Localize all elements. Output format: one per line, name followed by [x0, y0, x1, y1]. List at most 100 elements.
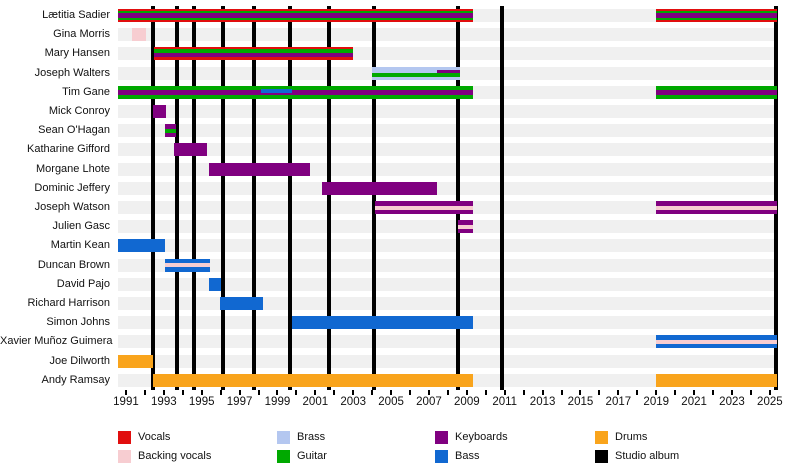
row-band	[118, 181, 778, 195]
legend-item-label: Studio album	[615, 450, 680, 462]
axis-tick	[314, 390, 317, 395]
axis-tick	[295, 390, 298, 395]
axis-tick	[446, 390, 449, 395]
member-label: Martin Kean	[50, 239, 110, 252]
row-band	[118, 105, 778, 118]
member-label: Joseph Watson	[34, 201, 110, 213]
timeline-bar	[118, 239, 165, 253]
timeline-bar	[656, 89, 778, 95]
timeline-bar	[321, 181, 438, 195]
axis-tick	[636, 390, 639, 395]
row-band	[118, 335, 778, 349]
timeline-bar	[436, 69, 461, 74]
row-band	[118, 143, 778, 157]
member-label: Tim Gane	[62, 85, 110, 98]
timeline-bar	[209, 162, 310, 176]
member-label: Duncan Brown	[37, 258, 110, 271]
timeline-bar	[131, 28, 146, 42]
axis-tick	[541, 390, 544, 395]
member-label: Joe Dilworth	[49, 354, 110, 367]
member-label: David Pajo	[56, 277, 110, 290]
axis-tick	[617, 390, 620, 395]
timeline-bar	[656, 205, 778, 210]
timeline-bar	[656, 13, 778, 18]
axis-tick	[730, 390, 733, 395]
axis-tick-label: 2013	[529, 396, 556, 408]
member-label: Joseph Walters	[34, 66, 110, 79]
row-band	[118, 297, 778, 310]
axis-tick-label: 2021	[681, 396, 707, 408]
studio-album-line	[192, 6, 197, 390]
axis-tick	[560, 390, 563, 395]
member-label: Mick Conroy	[48, 105, 110, 117]
drums-legend-swatch	[595, 431, 608, 444]
timeline-bar	[154, 53, 354, 58]
axis-tick	[238, 390, 241, 395]
row-band	[118, 239, 778, 253]
axis-tick	[522, 390, 525, 395]
studio-album-line	[221, 6, 226, 390]
axis-tick-label: 2001	[302, 396, 329, 408]
studio-album-line	[456, 6, 461, 390]
timeline-bar	[656, 373, 778, 387]
axis-tick-label: 2005	[378, 396, 404, 408]
x-axis: 1991 1993 1995 1997 1999 2001 2003 2005 2007 2009…	[113, 390, 783, 410]
bass-legend-swatch	[435, 450, 448, 463]
axis-tick	[409, 390, 412, 395]
axis-tick	[181, 390, 184, 395]
axis-tick	[200, 390, 203, 395]
row-band	[118, 220, 778, 234]
axis-tick-label: 1993	[151, 396, 177, 408]
axis-tick	[484, 390, 487, 395]
timeline-bar	[291, 316, 473, 330]
brass-legend-swatch	[277, 431, 290, 444]
legend-item-label: Guitar	[297, 450, 327, 462]
vocals-legend-swatch	[118, 431, 131, 444]
timeline-bar	[372, 73, 461, 77]
member-label: Morgane Lhote	[36, 162, 110, 175]
axis-tick	[257, 390, 260, 395]
studio-album-line	[151, 6, 156, 390]
axis-tick-label: 2019	[643, 396, 670, 408]
axis-tick	[579, 390, 582, 395]
axis-tick	[712, 390, 715, 395]
studio-album-line	[326, 6, 331, 390]
axis-tick-label: 2007	[416, 396, 442, 408]
axis-tick	[352, 390, 355, 395]
member-label: Julien Gasc	[52, 220, 110, 233]
row-band	[118, 354, 778, 368]
timeline-bar	[219, 297, 264, 310]
legend-item-label: Bass	[455, 450, 480, 462]
timeline-bar	[374, 205, 473, 210]
timeline-bar	[164, 263, 211, 268]
timeline-bar	[118, 13, 473, 18]
axis-tick-label: 1995	[188, 396, 215, 408]
backing_vocals-legend-swatch	[118, 450, 131, 463]
member-label: Katharine Gifford	[27, 143, 110, 156]
axis-tick	[162, 390, 165, 395]
member-label: Gina Morris	[53, 28, 110, 41]
axis-tick	[465, 390, 468, 395]
axis-tick	[674, 390, 677, 395]
studio-album-line	[773, 6, 778, 390]
legend: Vocals Backing vocals Brass Guitar Keyboards…	[0, 431, 790, 470]
legend-item-label: Drums	[615, 431, 648, 443]
axis-tick-label: 2009	[454, 396, 480, 408]
studio-album-line	[251, 6, 256, 390]
timeline-bar	[164, 128, 177, 133]
axis-tick	[219, 390, 222, 395]
axis-tick	[124, 390, 127, 395]
row-band	[118, 277, 778, 291]
legend-item-label: Brass	[297, 431, 326, 443]
axis-tick	[276, 390, 279, 395]
member-label: Dominic Jeffery	[34, 181, 110, 194]
row-band	[118, 124, 778, 138]
studio_album-legend-swatch	[595, 450, 608, 463]
axis-tick-label: 1999	[264, 396, 291, 408]
axis-tick	[390, 390, 393, 395]
timeline-bar	[174, 143, 208, 157]
timeline-bar	[118, 89, 473, 95]
axis-tick-label: 1991	[113, 396, 139, 408]
member-label: Andy Ramsay	[41, 373, 110, 386]
